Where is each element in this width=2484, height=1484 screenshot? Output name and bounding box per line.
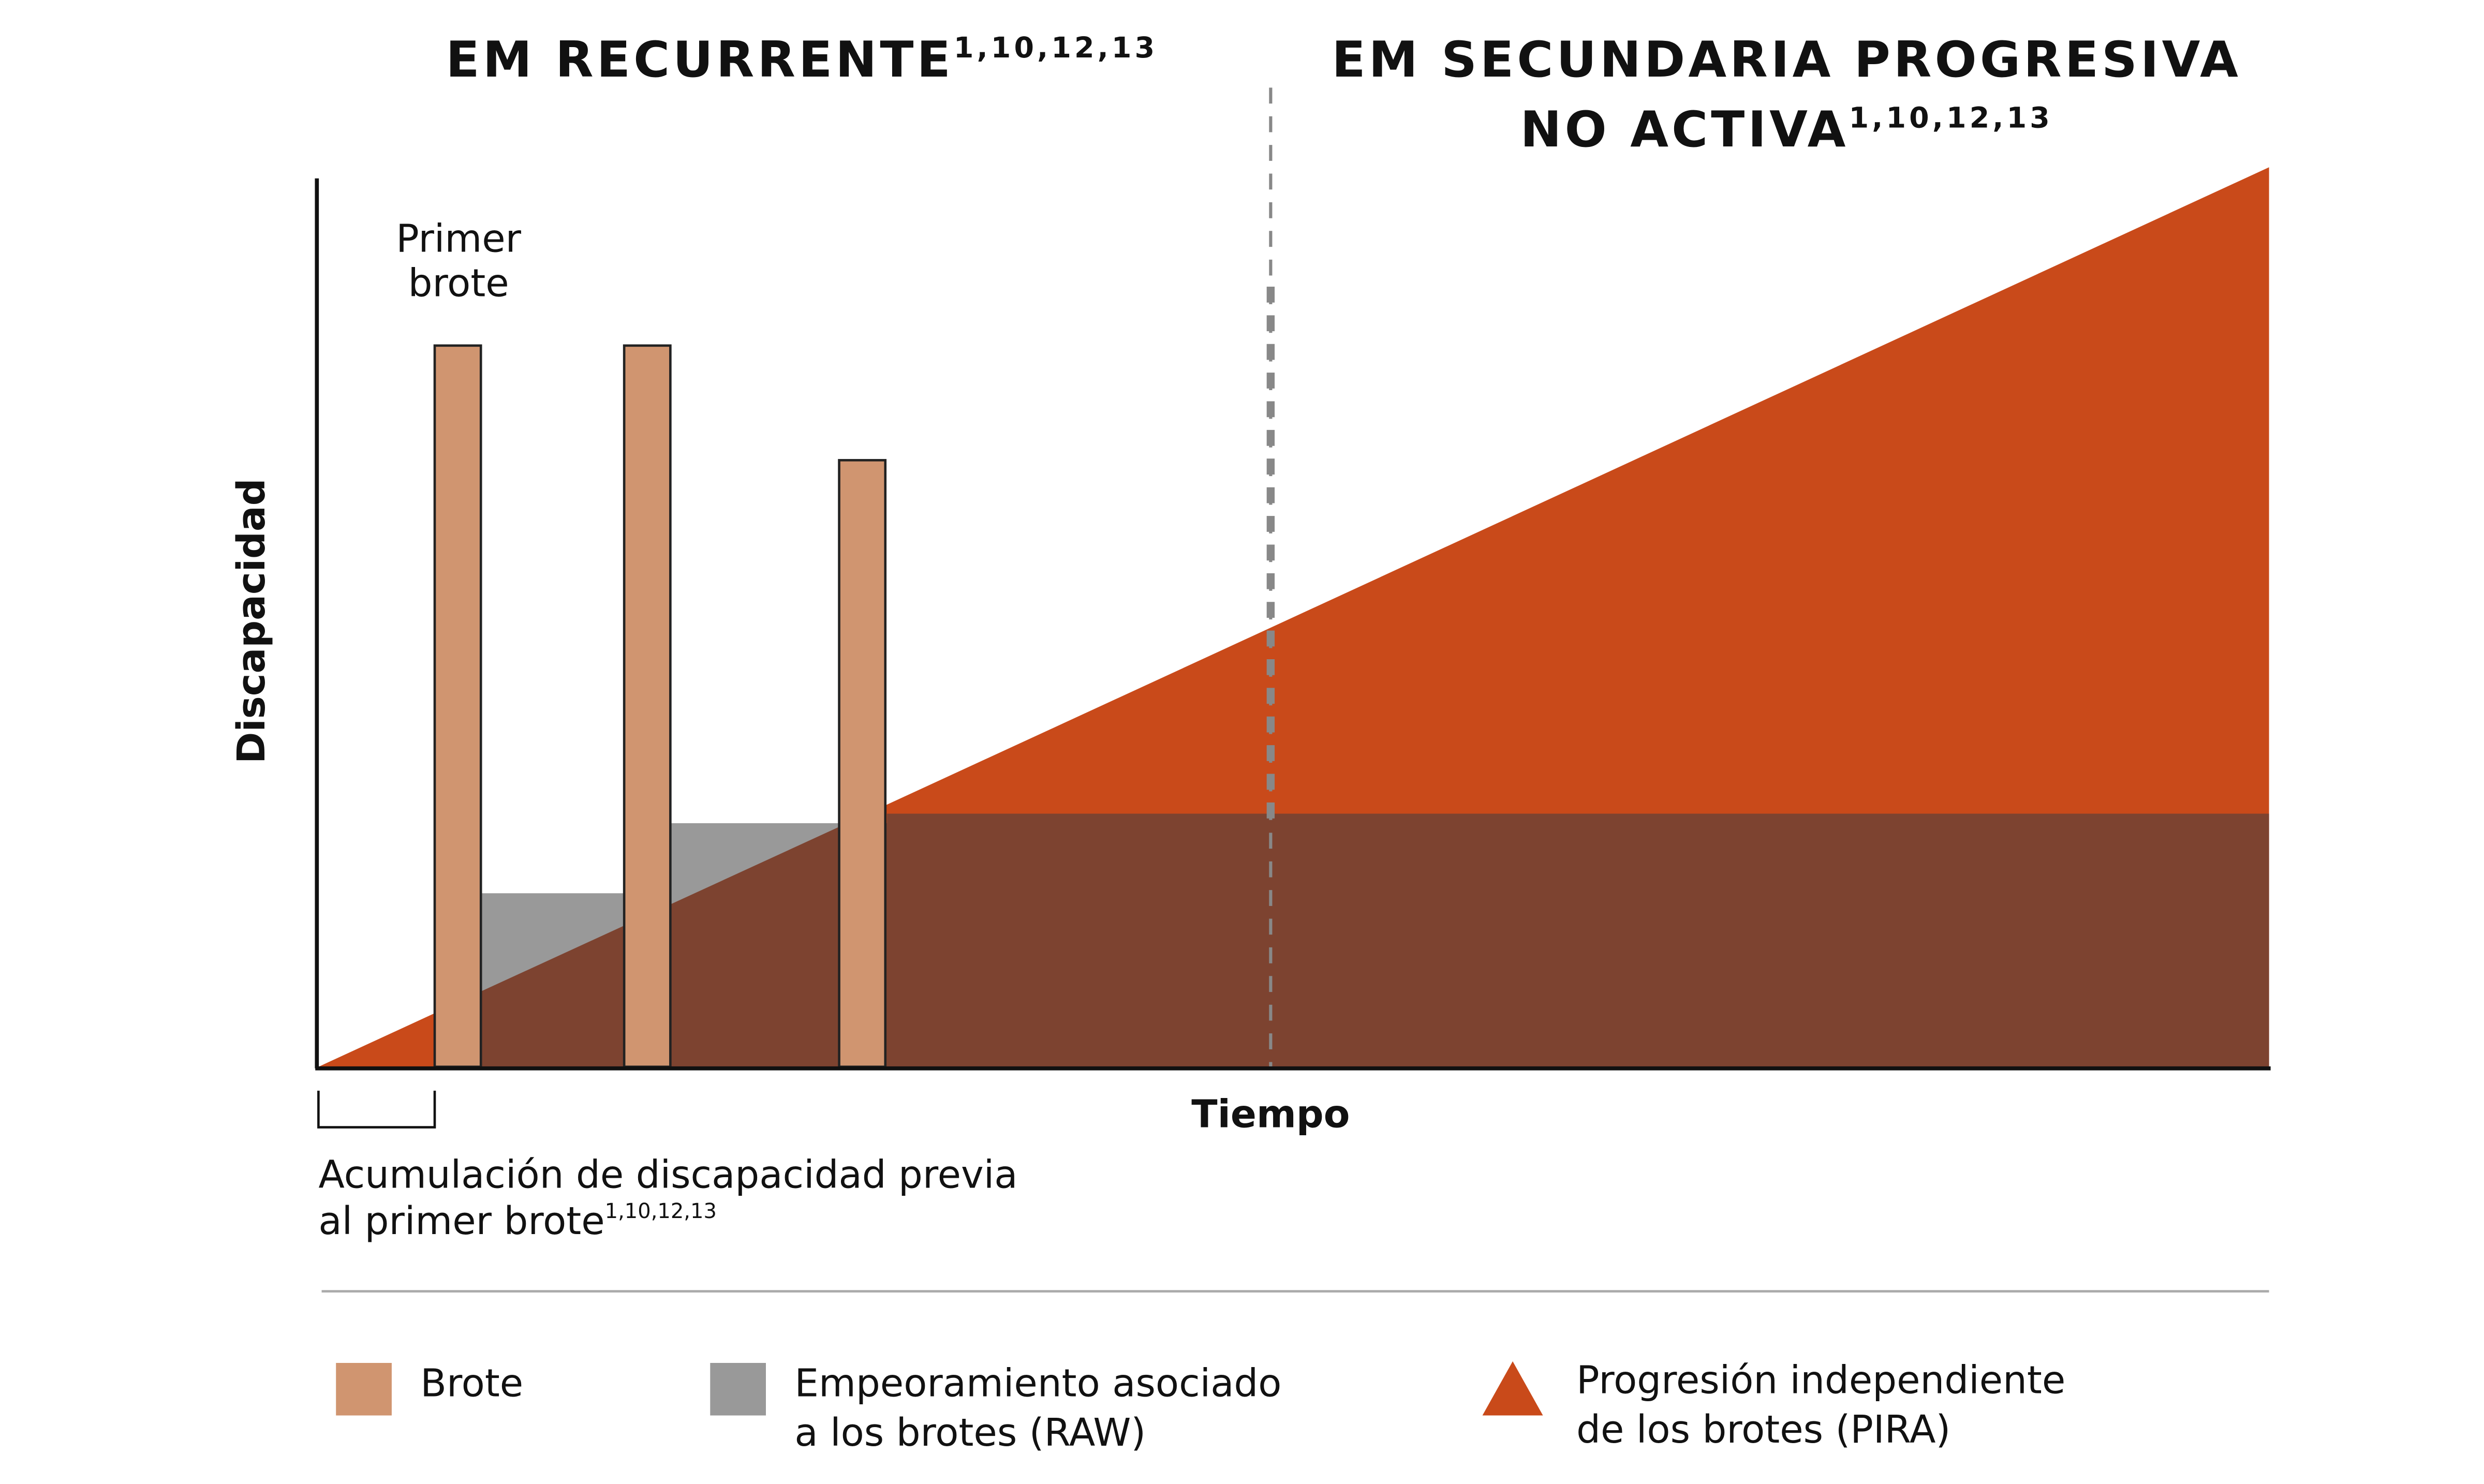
legend-label: de los brotes (PIRA) <box>1576 1407 1950 1452</box>
legend-label: Empeoramiento asociado <box>794 1361 1281 1406</box>
annotation-text: al primer brote <box>318 1199 604 1243</box>
annotation: Primer <box>396 216 521 261</box>
legend-label: Brote <box>420 1361 523 1406</box>
legend-label: Progresión independiente <box>1576 1358 2065 1402</box>
legend-swatch <box>336 1363 392 1416</box>
title-text: NO ACTIVA <box>1520 101 1849 158</box>
title-right-2: NO ACTIVA1,10,12,13 <box>1520 101 2053 158</box>
legend-swatch <box>1482 1361 1543 1416</box>
legend-label: a los brotes (RAW) <box>794 1411 1146 1455</box>
legend-swatch <box>710 1363 766 1416</box>
title-text: EM RECURRENTE <box>446 31 954 88</box>
annotation-sup: 1,10,12,13 <box>605 1199 717 1223</box>
title-sup: 1,10,12,13 <box>954 32 1158 65</box>
title-sup: 1,10,12,13 <box>1849 101 2053 135</box>
x-axis-label: Tiempo <box>1191 1092 1350 1137</box>
annotation: brote <box>408 261 509 305</box>
relapse-bar <box>433 344 482 1068</box>
relapse-bar <box>623 344 672 1068</box>
overlap-area <box>435 813 2269 1067</box>
annotation: Acumulación de discapacidad previa <box>318 1153 1017 1197</box>
relapse-bar <box>838 459 887 1068</box>
bracket <box>317 1090 436 1129</box>
title-left: EM RECURRENTE1,10,12,13 <box>446 31 1158 88</box>
annotation: al primer brote1,10,12,13 <box>318 1199 717 1243</box>
title-right-1: EM SECUNDARIA PROGRESIVA <box>1332 31 2241 88</box>
y-axis-label: Discapacidad <box>229 478 274 763</box>
